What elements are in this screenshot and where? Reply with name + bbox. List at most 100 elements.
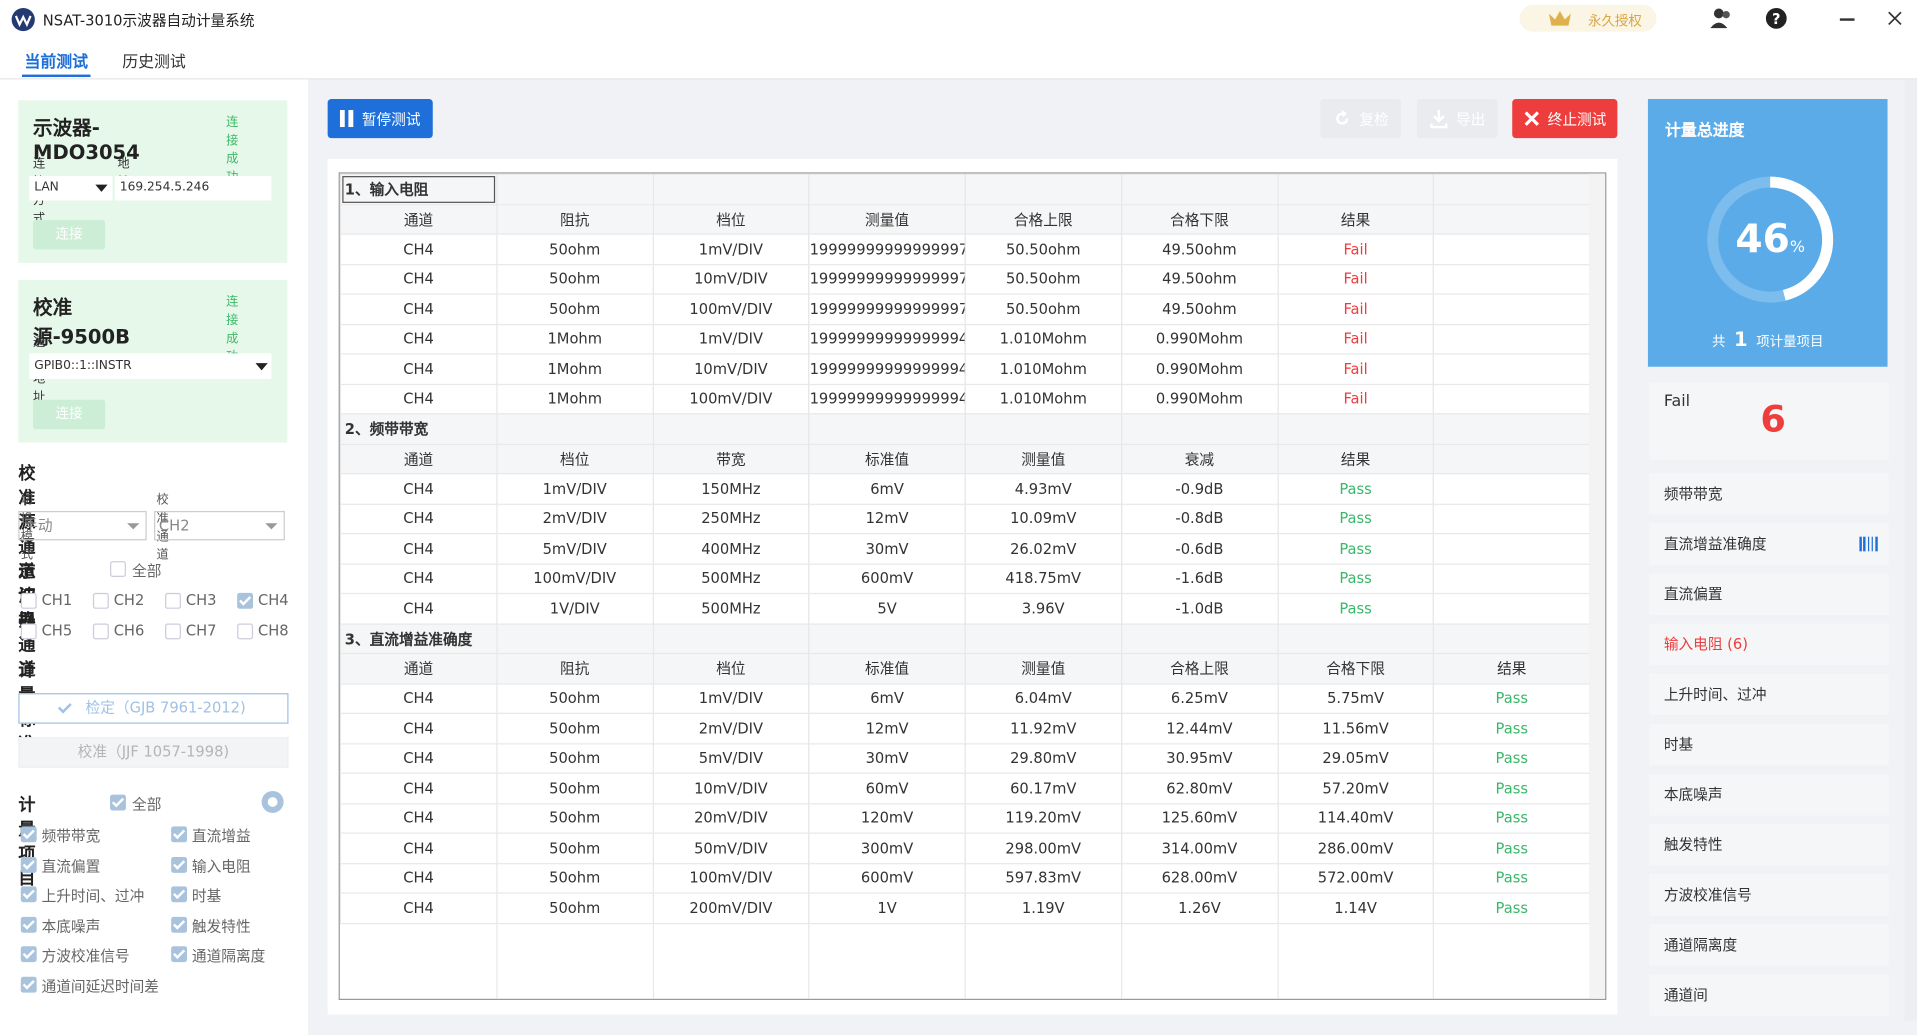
checkbox-label: 直流偏置: [41, 857, 101, 875]
pause-button[interactable]: 暂停测试: [327, 99, 433, 139]
cell: -1.6dB: [1120, 562, 1279, 595]
license-pill[interactable]: [1519, 4, 1657, 32]
tab-bar: [0, 36, 1917, 80]
minimize-button[interactable]: [1839, 18, 1855, 21]
cell: 50.50ohm: [964, 263, 1122, 295]
column-header: 阻抗: [496, 203, 654, 235]
item-status[interactable]: 直流增益准确度: [1649, 523, 1889, 565]
help-icon[interactable]: ?: [1765, 7, 1787, 29]
cell: 10mV/DIV: [652, 772, 810, 804]
export-button[interactable]: 导出: [1416, 99, 1498, 139]
checkbox-label: CH2: [113, 591, 145, 609]
checkbox[interactable]: [237, 592, 254, 609]
data-row: CH4 1Mohm 10mV/DIV 19999999999999994... 1.01…: [339, 353, 1591, 385]
cell: [808, 173, 966, 205]
checkbox[interactable]: [237, 623, 254, 640]
data-row: CH4 50ohm 50mV/DIV 300mV 298.00mV 314.00mV 286…: [339, 832, 1591, 864]
data-row: CH4 1mV/DIV 150MHz 6mV 4.93mV -0.9dB Pass: [339, 473, 1591, 505]
checkbox[interactable]: [110, 561, 126, 578]
tab-current[interactable]: 当前测试: [24, 53, 89, 73]
checkbox[interactable]: [20, 946, 37, 963]
input[interactable]: 169.254.5.246: [114, 176, 272, 201]
select[interactable]: CH2: [154, 511, 285, 541]
cell: CH4: [339, 742, 498, 774]
tab-history[interactable]: 历史测试: [122, 53, 186, 73]
item-status[interactable]: 频带带宽: [1649, 473, 1889, 515]
scrollbar[interactable]: [1589, 173, 1606, 999]
cell: 57.20mV: [1276, 772, 1435, 804]
cell: 1mV/DIV: [652, 323, 810, 355]
cell: 1V/DIV: [496, 592, 654, 625]
checkbox[interactable]: [20, 592, 37, 609]
column-header: 标准值: [808, 443, 966, 475]
export-label: 导出: [1455, 110, 1486, 128]
item-status[interactable]: 时基: [1649, 723, 1889, 766]
cell: [496, 622, 654, 655]
checkbox[interactable]: [171, 826, 188, 843]
fail-label: Fail: [1663, 392, 1691, 411]
item-status[interactable]: 本底噪声: [1649, 773, 1889, 816]
checkbox[interactable]: [92, 592, 109, 609]
column-header: 档位: [652, 203, 810, 235]
checkbox[interactable]: [92, 623, 109, 640]
cell: 50ohm: [496, 892, 654, 924]
section-row: 3、直流增益准确度: [339, 622, 1591, 655]
header-row: 通道 档位 带宽 标准值 测量值 衰减 结果: [339, 443, 1591, 475]
item-status[interactable]: 输入电阻 (6): [1649, 623, 1889, 666]
checkbox[interactable]: [171, 916, 188, 933]
cell: 50ohm: [496, 772, 654, 804]
item-status[interactable]: 触发特性: [1649, 823, 1889, 866]
checkbox[interactable]: [20, 623, 37, 640]
cell: 6mV: [808, 682, 966, 714]
checkbox[interactable]: [110, 794, 126, 811]
item-status[interactable]: 方波校准信号: [1649, 874, 1889, 916]
item-status[interactable]: 通道隔离度: [1649, 924, 1889, 966]
dropdown-arrow: [265, 523, 278, 530]
item-status[interactable]: 通道间: [1649, 974, 1889, 1016]
cell: CH4: [339, 682, 498, 714]
column-header: 结果: [1433, 652, 1591, 684]
progress-unit: %: [1789, 238, 1805, 257]
item-status[interactable]: 上升时间、过冲: [1649, 673, 1889, 716]
checkbox[interactable]: [20, 916, 37, 933]
data-row: CH4 50ohm 5mV/DIV 30mV 29.80mV 30.95mV 29.05mV…: [339, 742, 1591, 774]
section-title: 1、输入电阻: [339, 173, 498, 205]
checkbox[interactable]: [20, 856, 37, 873]
cell: 119.20mV: [964, 802, 1122, 834]
cell: 11.92mV: [964, 712, 1122, 744]
cell: 19999999999999997...: [808, 233, 966, 265]
checkbox[interactable]: [165, 592, 181, 609]
checkbox[interactable]: [20, 886, 37, 903]
select[interactable]: GPIB0::1::INSTR: [29, 353, 272, 379]
page-scrollbar[interactable]: [1904, 79, 1917, 1021]
standard-option[interactable]: 检定（GJB 7961-2012): [18, 693, 289, 724]
running-indicator: [1859, 536, 1879, 552]
user-icon[interactable]: [1709, 7, 1733, 29]
standard-option[interactable]: 校准（JJF 1057-1998): [18, 737, 289, 768]
cell: 100mV/DIV: [496, 562, 654, 595]
cell: 60.17mV: [964, 772, 1122, 804]
connect-button[interactable]: 连接: [33, 399, 106, 430]
stop-button[interactable]: 终止测试: [1512, 99, 1618, 139]
item-status[interactable]: 直流偏置: [1649, 573, 1889, 615]
checkbox[interactable]: [20, 826, 37, 843]
close-button[interactable]: [1888, 11, 1903, 26]
cell: 200mV/DIV: [652, 892, 810, 924]
checkbox-label: 全部: [132, 562, 162, 580]
recheck-button[interactable]: 复检: [1320, 99, 1401, 139]
recheck-label: 复检: [1359, 110, 1389, 128]
progress-title: 计量总进度: [1665, 122, 1745, 141]
checkbox[interactable]: [165, 623, 181, 640]
column-header: 档位: [652, 652, 810, 684]
connect-button[interactable]: 连接: [33, 220, 106, 250]
settings-gear[interactable]: [261, 790, 284, 813]
cell: 1mV/DIV: [652, 682, 810, 714]
select[interactable]: 手动: [18, 511, 147, 541]
column-header: 通道: [339, 652, 498, 684]
cell: 2mV/DIV: [496, 503, 654, 535]
checkbox[interactable]: [171, 886, 188, 903]
checkbox[interactable]: [171, 946, 188, 963]
bar: [1875, 536, 1878, 552]
checkbox[interactable]: [20, 976, 37, 993]
checkbox[interactable]: [171, 856, 188, 873]
